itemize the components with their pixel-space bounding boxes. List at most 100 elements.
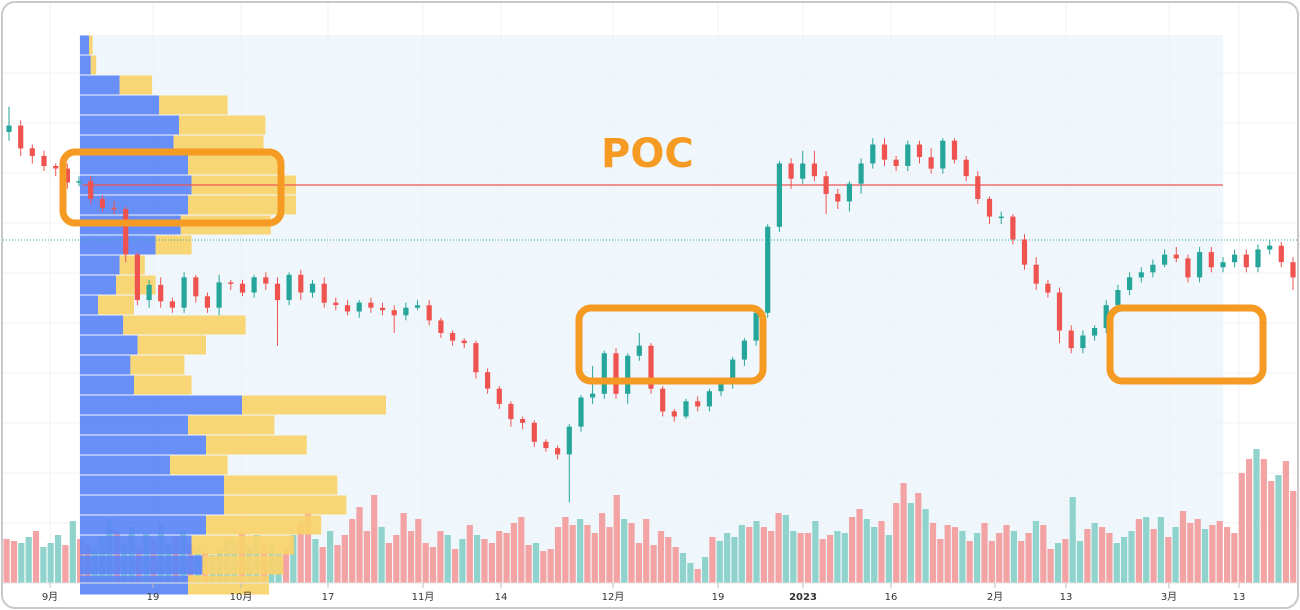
volume-bar <box>452 549 459 583</box>
candle-body <box>893 159 899 166</box>
volume-bar <box>554 527 562 583</box>
candle-body <box>975 176 981 199</box>
volume-bar <box>944 525 951 583</box>
volume-bar <box>1246 459 1253 583</box>
volume-bar <box>444 535 451 583</box>
volume-bar <box>429 547 437 583</box>
profile-sell-bar <box>98 295 134 315</box>
x-tick-label: 9月 <box>42 591 58 603</box>
candle-body <box>951 140 958 160</box>
volume-bar <box>797 533 804 583</box>
candle-body <box>485 372 491 389</box>
volume-bar <box>363 531 370 583</box>
volume-bar <box>510 523 517 583</box>
candle-body <box>823 176 829 194</box>
volume-bar <box>760 527 767 583</box>
volume-bar <box>304 513 312 583</box>
candle-body <box>905 144 911 166</box>
volume-bar <box>1282 461 1289 583</box>
volume-bar <box>929 523 937 583</box>
volume-bar <box>679 553 687 583</box>
volume-bar <box>356 507 363 583</box>
candle-body <box>601 353 607 394</box>
profile-buy-bar <box>80 295 98 315</box>
candle-body <box>811 163 817 177</box>
candle-body <box>695 401 701 407</box>
volume-bar <box>1135 519 1142 583</box>
volume-bar <box>1128 531 1135 583</box>
profile-buy-bar <box>80 415 188 435</box>
volume-bar <box>599 513 606 583</box>
volume-bar <box>1187 523 1194 583</box>
volume-bar <box>393 535 400 583</box>
volume-bar <box>856 509 863 583</box>
profile-buy-bar <box>80 335 138 355</box>
candle-body <box>344 305 351 312</box>
x-tick-label: 12月 <box>602 591 625 603</box>
volume-bar <box>40 547 47 583</box>
candle-body <box>1220 262 1226 268</box>
profile-sell-bar <box>188 195 296 215</box>
volume-bar <box>584 525 591 583</box>
x-tick-label: 19 <box>712 592 725 603</box>
x-tick-label: 2023 <box>789 592 817 603</box>
volume-bar <box>812 521 819 583</box>
candle-body <box>426 305 432 321</box>
candle-body <box>566 426 572 455</box>
volume-bar <box>1209 525 1216 583</box>
candle-body <box>251 277 257 293</box>
candle-body <box>1103 305 1109 328</box>
candle-body <box>1267 245 1273 250</box>
candle-body <box>193 277 199 297</box>
volume-bar <box>1290 491 1297 583</box>
profile-buy-bar <box>80 195 188 215</box>
volume-bar <box>1224 527 1231 583</box>
volume-bar <box>400 513 407 583</box>
candle-body <box>1162 254 1168 265</box>
volume-bar <box>1275 475 1282 583</box>
candle-body <box>496 388 502 404</box>
profile-buy-bar <box>80 535 192 555</box>
profile-buy-bar <box>80 115 179 135</box>
candle-body <box>1115 290 1121 306</box>
profile-buy-bar <box>80 95 160 115</box>
candle-body <box>29 148 35 156</box>
volume-bar <box>1179 511 1187 583</box>
candle-body <box>1197 252 1203 278</box>
candle-body <box>1010 216 1016 240</box>
volume-bar <box>628 523 635 583</box>
volume-bar <box>1106 533 1113 583</box>
volume-bar <box>62 545 69 583</box>
volume-bar <box>900 483 907 583</box>
candle-body <box>321 283 327 303</box>
volume-bar <box>532 543 540 583</box>
volume-bar <box>1238 473 1245 583</box>
profile-buy-bar <box>80 475 224 495</box>
volume-bar <box>282 549 290 583</box>
candle-body <box>858 163 864 184</box>
profile-buy-bar <box>80 75 120 95</box>
candle-body <box>508 403 514 420</box>
volume-bar <box>128 527 135 583</box>
x-tick-label: 17 <box>322 592 335 603</box>
poc-label: POC <box>601 131 694 177</box>
candle-body <box>706 391 712 407</box>
profile-sell-bar <box>206 435 307 455</box>
volume-bar <box>694 569 701 583</box>
x-tick-label: 2月 <box>987 591 1003 603</box>
volume-bar <box>959 531 966 583</box>
volume-bar <box>547 549 554 583</box>
volume-bar <box>709 537 716 583</box>
volume-bar <box>334 545 341 583</box>
highlight-box <box>1106 304 1267 385</box>
profile-buy-bar <box>80 315 124 335</box>
volume-bar <box>1018 541 1025 583</box>
profile-sell-bar <box>130 355 185 375</box>
candle-body <box>298 274 304 293</box>
profile-sell-bar <box>170 455 228 475</box>
volume-bar <box>290 535 297 583</box>
volume-bar <box>878 521 885 583</box>
profile-sell-bar <box>90 55 97 75</box>
profile-buy-bar <box>80 255 120 275</box>
candle-body <box>1127 277 1133 290</box>
